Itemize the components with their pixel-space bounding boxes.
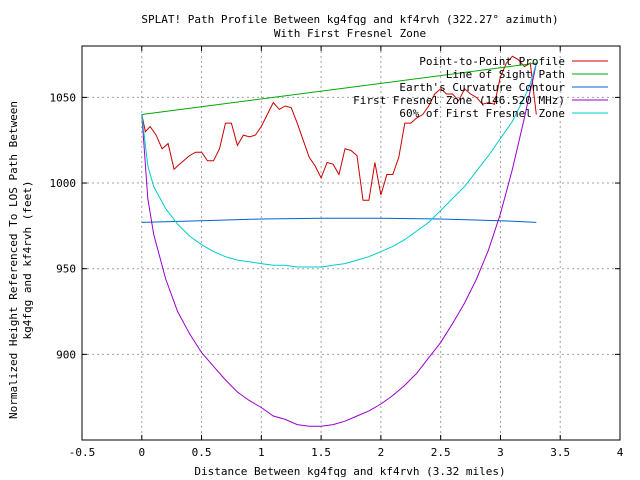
y-tick-label: 900 bbox=[56, 348, 76, 361]
x-tick-label: 2 bbox=[378, 446, 385, 459]
series-line-60-of-first-fresnel-zone bbox=[141, 62, 537, 268]
series-line-first-fresnel-zone-146-520-mhz bbox=[141, 63, 537, 427]
y-axis-label-line2: kg4fqg and kf4rvh (feet) bbox=[21, 181, 34, 340]
x-tick-label: 1.5 bbox=[311, 446, 331, 459]
ticks: -0.5 0 0.5 1 1.5 2 2.5 3 3.5 4 900 950 1000 1050 bbox=[50, 46, 624, 459]
legend-label: Line of Sight Path bbox=[446, 68, 565, 81]
x-tick-label: 3 bbox=[497, 446, 504, 459]
grid bbox=[82, 46, 620, 440]
chart-subtitle: With First Fresnel Zone bbox=[274, 27, 426, 40]
plot-frame bbox=[81, 45, 621, 441]
x-tick-label: 1 bbox=[258, 446, 265, 459]
legend-label: Point-to-Point Profile bbox=[419, 55, 565, 68]
x-tick-label: -0.5 bbox=[69, 446, 96, 459]
x-tick-label: 0.5 bbox=[192, 446, 212, 459]
y-tick-label: 1000 bbox=[50, 177, 77, 190]
series-line-earth-s-curvature-contour bbox=[141, 217, 537, 223]
legend-label: 60% of First Fresnel Zone bbox=[399, 107, 565, 120]
chart-title: SPLAT! Path Profile Between kg4fqg and k… bbox=[141, 13, 558, 26]
y-tick-label: 1050 bbox=[50, 91, 77, 104]
legend-label: First Fresnel Zone (146.520 MHz) bbox=[353, 94, 565, 107]
y-tick-label: 950 bbox=[56, 263, 76, 276]
legend-label: Earth's Curvature Contour bbox=[399, 81, 565, 94]
x-tick-label: 0 bbox=[138, 446, 145, 459]
series-group bbox=[141, 55, 537, 427]
series-line-point-to-point-profile bbox=[141, 55, 537, 201]
x-tick-label: 2.5 bbox=[431, 446, 451, 459]
x-tick-label: 4 bbox=[617, 446, 624, 459]
x-tick-label: 3.5 bbox=[550, 446, 570, 459]
series-line-line-of-sight-path bbox=[141, 62, 537, 115]
y-axis-label-line1: Normalized Height Referenced To LOS Path… bbox=[7, 101, 20, 419]
x-axis-label: Distance Between kg4fqg and kf4rvh (3.32… bbox=[194, 465, 505, 478]
